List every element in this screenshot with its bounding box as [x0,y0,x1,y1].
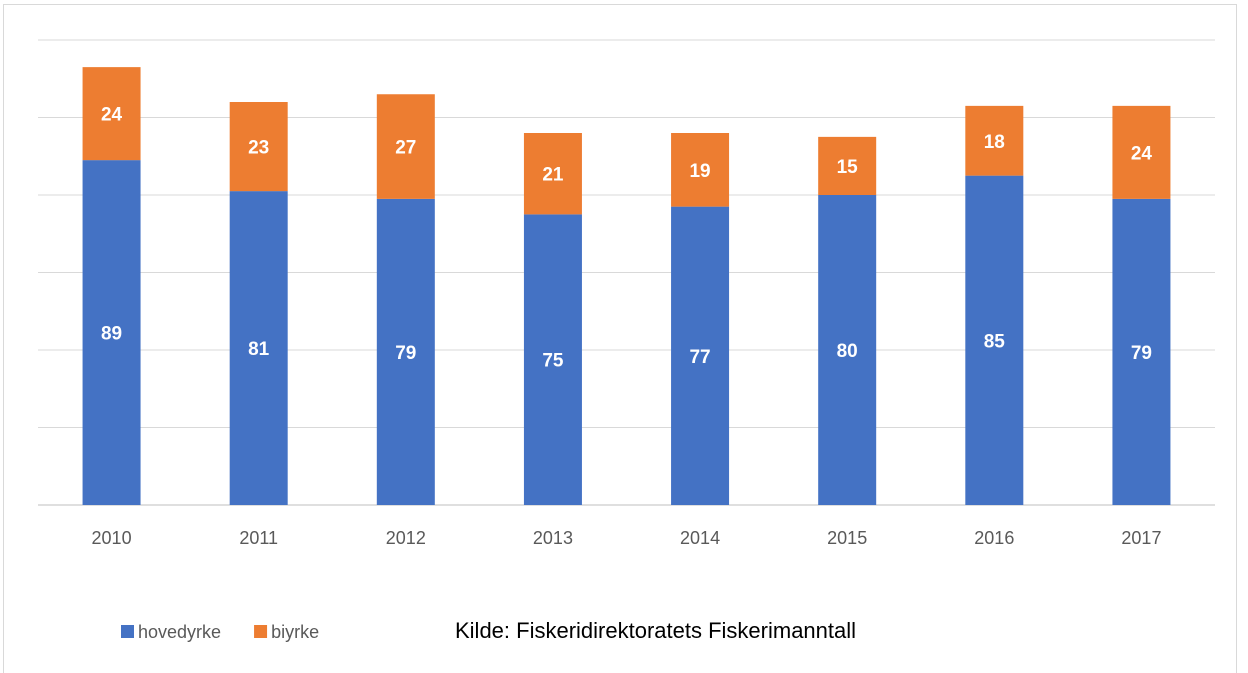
bar-segment [376,198,435,505]
data-label: 75 [542,351,564,372]
bar-segment [818,195,877,505]
x-tick-label: 2011 [239,528,278,548]
data-label: 85 [984,331,1006,352]
x-tick-label: 2010 [92,528,132,548]
data-label: 79 [1131,343,1152,364]
data-label: 24 [101,105,123,126]
data-label: 81 [248,339,270,360]
bar-segment [229,191,288,505]
bar-segment [818,136,877,195]
x-tick-label: 2013 [533,528,573,548]
bar-segment [376,94,435,199]
data-label: 80 [837,341,858,362]
bar-segment [1112,105,1171,199]
x-tick-label: 2015 [827,528,867,548]
bar-segment [229,102,288,192]
data-label: 79 [395,343,416,364]
data-label: 21 [542,165,564,186]
legend-label: biyrke [271,622,319,642]
x-tick-label: 2014 [680,528,720,548]
source-annotation: Kilde: Fiskeridirektoratets Fiskerimannt… [455,618,856,643]
x-tick-label: 2017 [1121,528,1161,548]
data-label: 27 [395,138,416,159]
bar-segment [1112,198,1171,505]
chart-border [3,4,1237,673]
legend-swatch [121,625,134,638]
data-label: 23 [248,138,269,159]
legend-swatch [254,625,268,638]
data-label: 89 [101,324,122,345]
x-tick-label: 2012 [386,528,426,548]
data-label: 24 [1131,143,1153,164]
data-label: 19 [689,161,710,182]
bar-segment [965,175,1024,505]
bar-segment [671,133,730,207]
x-tick-label: 2016 [974,528,1014,548]
legend-label: hovedyrke [138,622,221,642]
data-label: 77 [689,347,710,368]
bar-segment [523,214,582,505]
data-label: 18 [984,132,1005,153]
bar-segment [82,67,141,161]
bar-segment [965,105,1024,176]
bar-segment [671,206,730,505]
bar-segment [523,133,582,215]
data-label: 15 [837,157,859,178]
bar-segment [82,160,141,505]
